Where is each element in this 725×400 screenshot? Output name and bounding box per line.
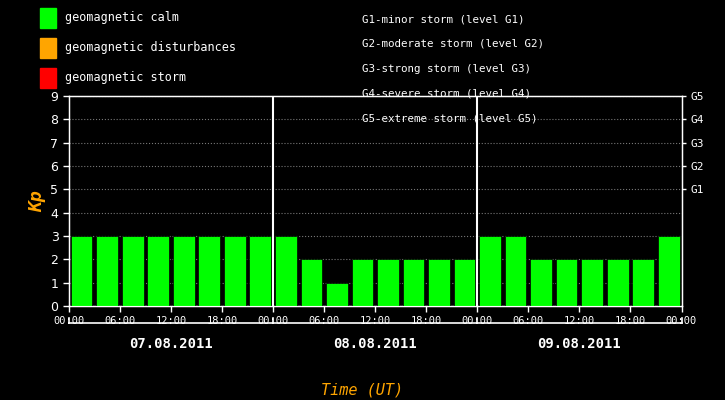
Bar [224,236,246,306]
Bar [658,236,679,306]
Text: geomagnetic disturbances: geomagnetic disturbances [65,42,236,54]
Text: Time (UT): Time (UT) [321,382,404,398]
Bar [632,259,654,306]
Text: 09.08.2011: 09.08.2011 [537,337,621,351]
Text: G4-severe storm (level G4): G4-severe storm (level G4) [362,88,531,98]
Text: G1-minor storm (level G1): G1-minor storm (level G1) [362,14,525,24]
Text: geomagnetic calm: geomagnetic calm [65,12,178,24]
Bar [428,259,450,306]
Text: 07.08.2011: 07.08.2011 [129,337,213,351]
Bar [556,259,578,306]
Text: 08.08.2011: 08.08.2011 [334,337,417,351]
Y-axis label: Kp: Kp [28,190,46,212]
Bar [301,259,322,306]
Bar [275,236,297,306]
Bar [71,236,93,306]
Bar [352,259,373,306]
Text: G5-extreme storm (level G5): G5-extreme storm (level G5) [362,113,538,123]
Bar [530,259,552,306]
Bar [454,259,476,306]
Bar [249,236,271,306]
Bar [122,236,144,306]
Bar [96,236,118,306]
Bar [479,236,501,306]
Bar [402,259,424,306]
Bar [581,259,603,306]
Text: geomagnetic storm: geomagnetic storm [65,72,186,84]
Bar [147,236,169,306]
Text: G3-strong storm (level G3): G3-strong storm (level G3) [362,64,531,74]
Bar [377,259,399,306]
Bar [199,236,220,306]
Bar [505,236,526,306]
Text: G2-moderate storm (level G2): G2-moderate storm (level G2) [362,39,544,49]
Bar [326,283,348,306]
Bar [607,259,629,306]
Bar [173,236,194,306]
